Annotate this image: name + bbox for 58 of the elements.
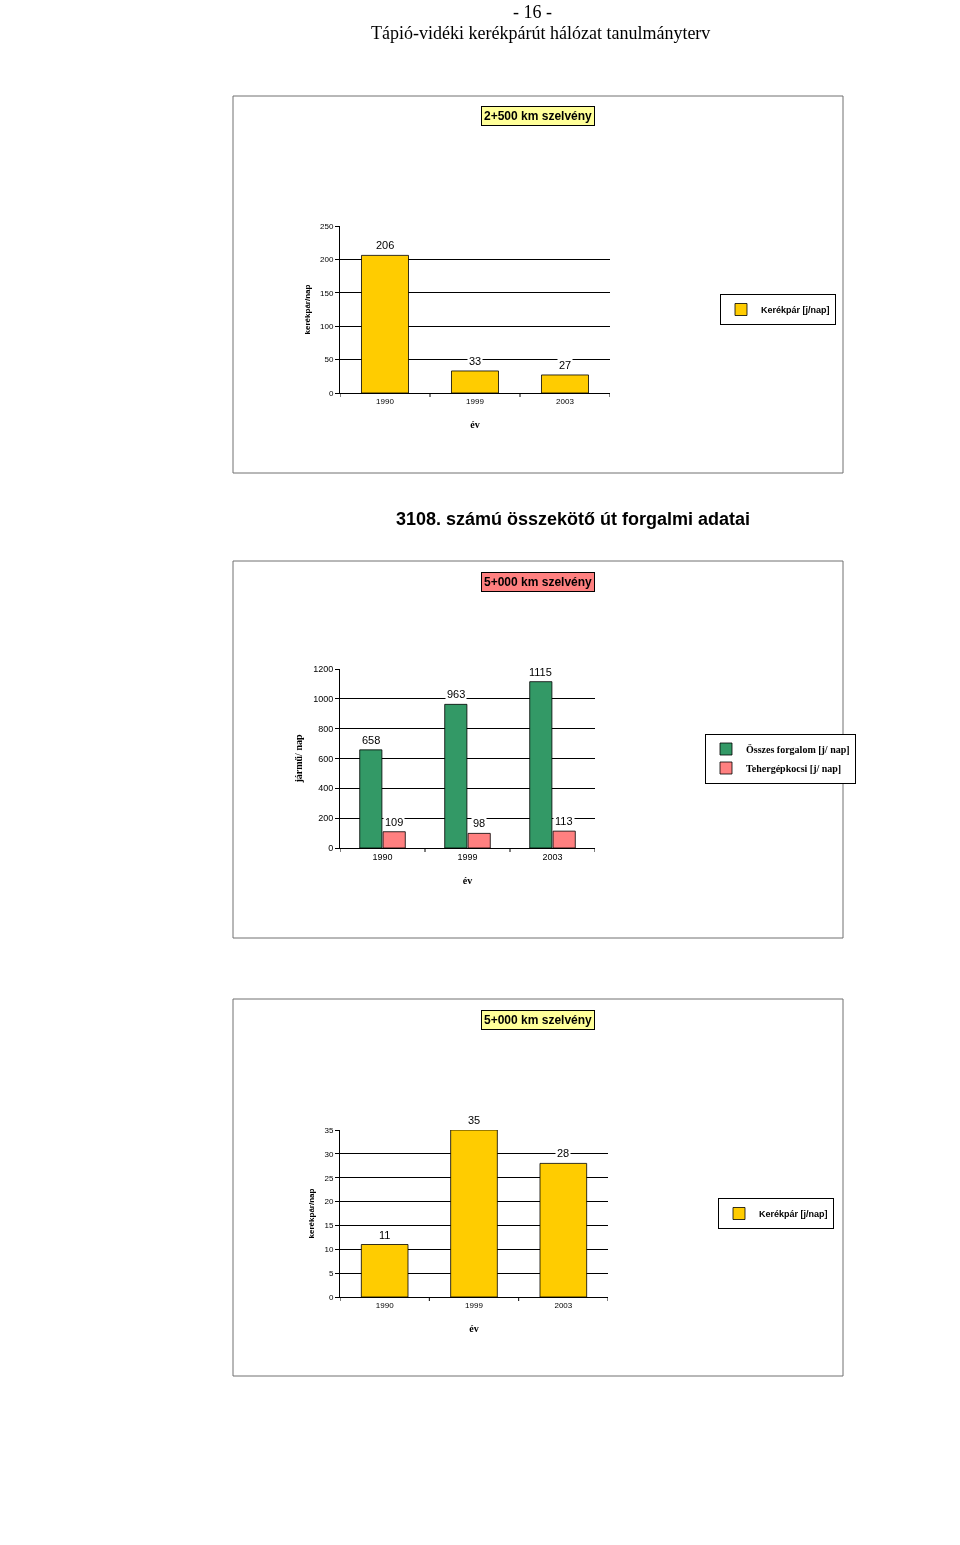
x-tick-label: 1999 xyxy=(457,851,478,862)
y-tick-label: 0 xyxy=(328,843,334,854)
x-axis-title: év xyxy=(469,1323,479,1335)
y-tick-label: 30 xyxy=(324,1149,334,1159)
legend-label: Kerékpár [j/nap] xyxy=(761,305,830,316)
y-tick-label: 150 xyxy=(320,288,334,298)
y-tick-label: 200 xyxy=(318,813,334,824)
data-label: 28 xyxy=(557,1147,570,1159)
y-tick-label: 1200 xyxy=(313,664,334,675)
y-tick-label: 10 xyxy=(324,1245,334,1255)
y-tick-label: 1000 xyxy=(313,693,334,704)
x-tick-label: 1990 xyxy=(375,1300,395,1310)
y-tick-label: 250 xyxy=(320,221,334,231)
data-label: 27 xyxy=(559,359,572,371)
data-label: 113 xyxy=(555,815,573,827)
legend-label: Összes forgalom [j/ nap] xyxy=(746,742,850,755)
y-tick-label: 800 xyxy=(318,723,334,734)
data-label: 963 xyxy=(447,688,466,700)
data-label: 35 xyxy=(468,1114,481,1126)
y-tick-label: 0 xyxy=(328,388,334,398)
chart-title: 5+000 km szelvény xyxy=(484,1013,593,1027)
text: 3108. számú összekötő út forgalmi adatai xyxy=(396,509,751,529)
x-axis-title: év xyxy=(470,419,480,431)
data-label: 206 xyxy=(376,239,395,251)
x-tick-label: 2003 xyxy=(542,851,563,862)
y-axis-title: kerékpár/nap xyxy=(307,1188,317,1239)
x-tick-label: 2003 xyxy=(554,1300,573,1310)
y-tick-label: 25 xyxy=(324,1173,334,1183)
y-axis-title: jármű/ nap xyxy=(293,734,305,784)
text: - 16 - xyxy=(513,2,552,22)
y-tick-label: 5 xyxy=(328,1268,334,1278)
y-tick-label: 15 xyxy=(324,1221,334,1231)
chart-title: 2+500 km szelvény xyxy=(484,109,593,123)
x-tick-label: 1990 xyxy=(376,396,395,406)
x-tick-label: 1999 xyxy=(465,1300,484,1310)
data-label: 1115 xyxy=(529,666,552,678)
y-tick-label: 100 xyxy=(320,322,334,331)
data-label: 98 xyxy=(473,817,486,829)
data-label: 11 xyxy=(379,1229,391,1241)
data-label: 658 xyxy=(362,734,381,746)
data-label: 109 xyxy=(385,816,404,828)
y-tick-label: 20 xyxy=(324,1197,334,1207)
legend-label: Kerékpár [j/nap] xyxy=(759,1209,828,1220)
y-tick-label: 200 xyxy=(320,255,334,265)
x-tick-label: 2003 xyxy=(556,396,575,406)
data-label: 33 xyxy=(469,355,482,367)
x-axis-title: év xyxy=(462,875,473,887)
chart-title: 5+000 km szelvény xyxy=(484,575,593,589)
y-tick-label: 400 xyxy=(318,783,334,794)
x-tick-label: 1990 xyxy=(372,851,393,862)
y-tick-label: 0 xyxy=(328,1292,334,1302)
y-axis-title: kerékpár/nap xyxy=(302,284,312,335)
text: Tápió-vidéki kerékpárút hálózat tanulmányterv xyxy=(371,23,711,43)
legend-label: Tehergépkocsi [j/ nap] xyxy=(746,762,842,774)
y-tick-label: 600 xyxy=(318,753,334,764)
y-tick-label: 35 xyxy=(324,1125,334,1135)
x-tick-label: 1999 xyxy=(466,396,485,406)
y-tick-label: 50 xyxy=(324,355,334,365)
